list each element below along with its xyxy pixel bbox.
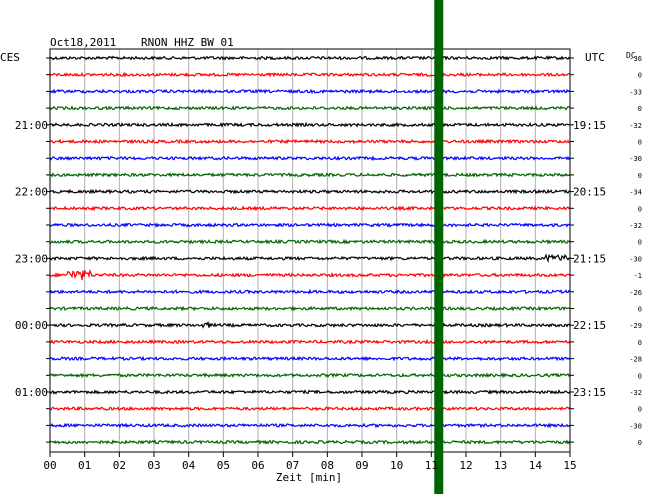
header-date: Oct18,2011 xyxy=(50,36,116,49)
x-axis-label: Zeit [min] xyxy=(276,471,342,484)
x-tick-label: 05 xyxy=(217,459,230,472)
dc-offset-value: 0 xyxy=(638,372,642,380)
labels-layer: Oct18,2011 RNON HHZ BW 01 CES UTC DC Zei… xyxy=(0,36,636,484)
trace-line xyxy=(49,320,571,329)
x-tick-label: 07 xyxy=(286,459,299,472)
x-tick-label: 10 xyxy=(390,459,403,472)
trace-line xyxy=(49,389,571,395)
dc-offset-value: -30 xyxy=(629,255,642,263)
dc-offset-value: -1 xyxy=(634,272,642,280)
trace-line xyxy=(49,55,571,61)
dc-offset-value: -30 xyxy=(629,422,642,430)
current-time-marker xyxy=(434,0,444,494)
x-tick-label: 09 xyxy=(355,459,368,472)
dc-offset-value: 0 xyxy=(638,105,642,113)
trace-line xyxy=(49,205,571,212)
right-hour-label: 19:15 xyxy=(573,119,606,132)
dc-offset-value: 0 xyxy=(638,306,642,314)
dc-offset-value: -32 xyxy=(629,389,642,397)
x-tick-label: 12 xyxy=(459,459,472,472)
trace-line xyxy=(49,155,571,161)
x-tick-label: 06 xyxy=(251,459,264,472)
dc-offset-value: -32 xyxy=(629,122,642,130)
left-hour-label: 01:00 xyxy=(15,386,48,399)
right-hour-label: 23:15 xyxy=(573,386,606,399)
trace-line xyxy=(49,355,571,362)
x-tick-label: 03 xyxy=(147,459,160,472)
trace-line xyxy=(49,405,571,412)
dc-offset-value: 0 xyxy=(638,406,642,414)
dc-offset-value: 0 xyxy=(638,239,642,247)
x-tick-label: 11 xyxy=(425,459,438,472)
left-hour-label: 22:00 xyxy=(15,186,48,199)
x-tick-label: 15 xyxy=(563,459,576,472)
dc-offset-value: -33 xyxy=(629,88,642,96)
left-hour-label: 21:00 xyxy=(15,119,48,132)
trace-line xyxy=(49,105,571,111)
plot-frame xyxy=(49,48,571,453)
x-tick-label: 13 xyxy=(494,459,507,472)
trace-line xyxy=(49,238,571,245)
trace-line xyxy=(49,88,571,95)
dc-offset-value: -30 xyxy=(629,155,642,163)
trace-line xyxy=(49,338,571,345)
x-tick-label: 02 xyxy=(113,459,126,472)
time-marker-layer xyxy=(434,0,444,494)
x-tick-label: 00 xyxy=(43,459,56,472)
left-hour-label: 00:00 xyxy=(15,319,48,332)
trace-line xyxy=(49,372,571,379)
dc-label: DC xyxy=(626,51,636,60)
dc-offset-value: 0 xyxy=(638,339,642,347)
grid-lines xyxy=(49,49,571,452)
trace-line xyxy=(49,305,571,312)
x-tick-label: 08 xyxy=(321,459,334,472)
left-hour-label: 23:00 xyxy=(15,252,48,265)
dc-offset-value: 0 xyxy=(638,439,642,447)
dc-offset-value: 0 xyxy=(638,172,642,180)
left-timezone-label: CES xyxy=(0,51,20,64)
trace-line xyxy=(49,439,571,445)
right-hour-label: 22:15 xyxy=(573,319,606,332)
trace-line xyxy=(49,422,571,429)
dc-offset-value: 0 xyxy=(638,72,642,80)
dc-offset-value: 0 xyxy=(638,139,642,147)
dc-offset-value: -32 xyxy=(629,222,642,230)
trace-line xyxy=(49,268,571,281)
dc-offset-value: 0 xyxy=(638,205,642,213)
trace-line xyxy=(49,253,571,263)
dc-offset-value: -26 xyxy=(629,289,642,297)
right-hour-label: 21:15 xyxy=(573,252,606,265)
dc-offset-value: -29 xyxy=(629,322,642,330)
axis-tick-labels: 21:00 22:00 23:00 00:00 01:00 19:15 20:15 21:15… xyxy=(15,55,642,472)
trace-line xyxy=(50,222,571,228)
right-timezone-label: UTC xyxy=(585,51,605,64)
trace-line xyxy=(49,288,571,295)
header-station: RNON HHZ BW 01 xyxy=(141,36,234,49)
trace-line xyxy=(49,71,570,78)
trace-lines xyxy=(46,55,574,445)
x-tick-label: 04 xyxy=(182,459,196,472)
trace-line xyxy=(49,121,571,128)
trace-line xyxy=(49,188,571,195)
dc-offset-value: -36 xyxy=(629,55,642,63)
trace-line xyxy=(49,172,571,178)
x-tick-label: 14 xyxy=(529,459,543,472)
dc-offset-value: -34 xyxy=(629,189,642,197)
trace-line xyxy=(49,138,571,145)
x-tick-label: 01 xyxy=(78,459,91,472)
plot-border xyxy=(49,48,571,453)
dc-offset-value: -28 xyxy=(629,356,642,364)
right-hour-label: 20:15 xyxy=(573,186,606,199)
